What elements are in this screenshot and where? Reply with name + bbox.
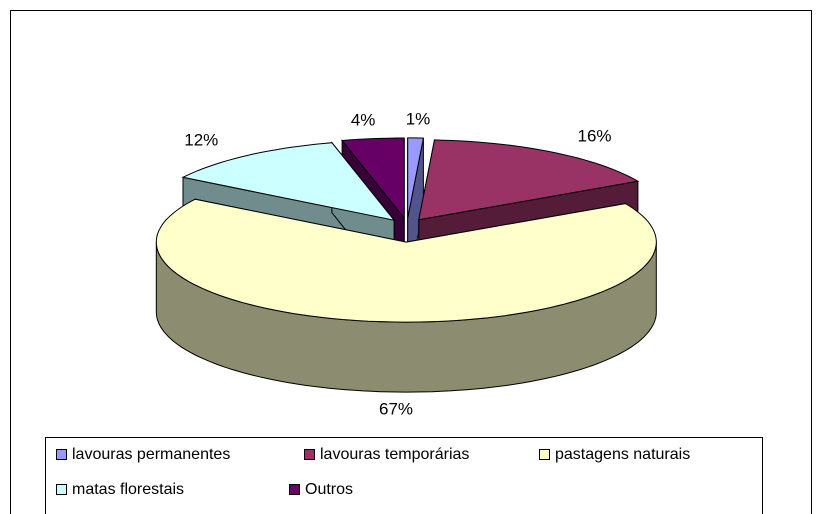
data-label: 67% [379,399,413,418]
slice-top [418,139,640,221]
legend: lavouras permanentes lavouras temporárias… [56,446,690,498]
legend-swatch [304,449,315,460]
data-label: 16% [578,127,612,146]
legend-label: lavouras permanentes [72,446,230,463]
data-label: 1% [406,110,431,129]
legend-swatch [539,449,550,460]
slice-top [181,142,396,221]
legend-box [45,437,763,514]
data-label: 12% [184,130,218,149]
legend-swatch [289,484,300,495]
slice-top [341,137,405,220]
legend-swatch [56,484,67,495]
data-label: 4% [351,110,376,129]
slice-top [407,137,425,218]
slice [155,198,657,393]
legend-label: pastagens naturais [555,446,690,463]
legend-label: lavouras temporárias [320,446,469,463]
slice-top [155,198,657,323]
legend-swatch [56,449,67,460]
legend-label: Outros [305,481,353,498]
pie: 1% 4% 16% 12% 67% [155,110,657,418]
legend-label: matas florestais [72,481,184,498]
